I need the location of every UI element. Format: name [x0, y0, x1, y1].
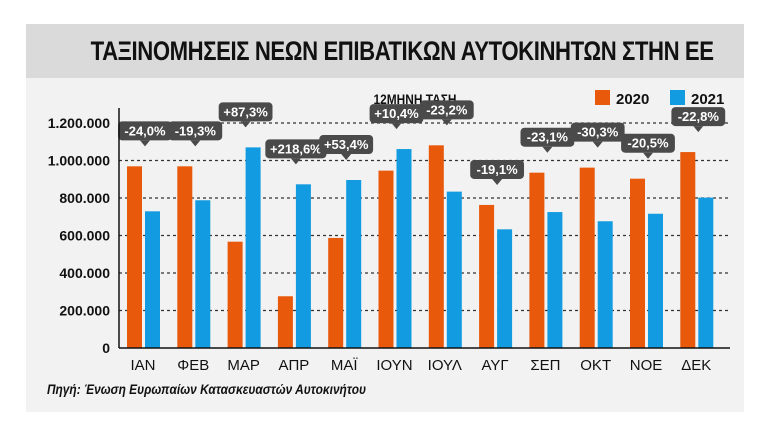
- change-label: -19,1%: [476, 162, 518, 177]
- bar-2021: [648, 213, 663, 348]
- change-label: +10,4%: [374, 106, 419, 121]
- title-bar: [26, 24, 744, 78]
- callout-pointer: [140, 140, 150, 147]
- y-tick-label: 600.000: [59, 228, 110, 244]
- bar-2021: [698, 197, 714, 348]
- y-tick-label: 1.000.000: [48, 153, 110, 169]
- legend-swatch-2020: [595, 90, 610, 105]
- change-label: +87,3%: [223, 104, 268, 119]
- bar-2021: [346, 180, 362, 348]
- change-callout: [118, 121, 172, 141]
- change-callout: [621, 133, 675, 153]
- bar-2021: [295, 184, 311, 348]
- y-tick-label: 1.200.000: [48, 115, 110, 131]
- change-label: -30,3%: [577, 125, 619, 140]
- callout-pointer: [290, 158, 301, 165]
- change-callout: [419, 100, 474, 120]
- legend-swatch-2021: [670, 90, 685, 105]
- change-callout: [218, 102, 273, 122]
- callout-pointer: [492, 178, 503, 185]
- bar-2021: [446, 191, 462, 348]
- change-label: -23,1%: [527, 130, 569, 145]
- bar-2021: [145, 211, 160, 348]
- x-tick-label: ΔΕΚ: [681, 357, 711, 374]
- legend-label-2021: 2021: [691, 91, 724, 108]
- change-callout: [470, 159, 524, 179]
- bar-2020: [630, 178, 645, 348]
- y-tick-label: 200.000: [59, 303, 110, 319]
- x-tick-label: ΑΠΡ: [278, 357, 309, 374]
- legend-label-2020: 2020: [616, 91, 649, 108]
- change-label: -20,5%: [627, 136, 669, 151]
- change-callout: [570, 122, 625, 142]
- bar-2020: [529, 172, 545, 348]
- y-tick-label: 400.000: [59, 265, 110, 281]
- callout-pointer: [391, 123, 402, 130]
- x-tick-label: ΟΚΤ: [580, 357, 611, 374]
- bar-2021: [497, 229, 513, 348]
- bar-2020: [680, 152, 696, 348]
- change-label: -24,0%: [124, 123, 166, 138]
- callout-pointer: [341, 154, 352, 160]
- callout-pointer: [643, 152, 653, 159]
- chart-title: ΤΑΞΙΝΟΜΗΣΕΙΣ ΝΕΩΝ ΕΠΙΒΑΤΙΚΩΝ ΑΥΤΟΚΙΝΗΤΩΝ…: [90, 36, 714, 66]
- bar-2020: [428, 145, 444, 348]
- y-tick-label: 0: [102, 340, 110, 356]
- bar-2020: [227, 241, 243, 348]
- change-callout: [520, 127, 575, 147]
- x-tick-label: ΝΟΕ: [630, 357, 663, 374]
- bar-2021: [396, 149, 412, 348]
- callout-pointer: [190, 140, 201, 147]
- x-tick-label: ΙΑΝ: [130, 357, 155, 374]
- source-note: Πηγή: Ένωση Ευρωπαίων Κατασκευαστών Αυτο…: [47, 381, 367, 397]
- change-callout: [369, 104, 424, 124]
- bar-2020: [328, 237, 344, 348]
- callout-pointer: [240, 121, 251, 128]
- x-tick-label: ΑΥΓ: [482, 357, 509, 374]
- x-tick-label: ΙΟΥΛ: [428, 357, 462, 374]
- bar-2020: [127, 166, 142, 348]
- change-label: +53,4%: [324, 137, 369, 152]
- callout-pointer: [441, 119, 452, 126]
- x-tick-label: ΦΕΒ: [177, 357, 209, 374]
- change-label: -23,2%: [426, 102, 468, 117]
- x-tick-label: ΙΟΥΝ: [376, 357, 412, 374]
- callout-pointer: [592, 141, 603, 148]
- bar-2021: [195, 200, 211, 348]
- bar-2021: [597, 221, 613, 348]
- bar-2021: [245, 147, 261, 348]
- bar-2020: [479, 204, 495, 348]
- change-label: -22,8%: [678, 109, 720, 124]
- change-callout: [671, 107, 726, 127]
- bar-2020: [277, 296, 293, 348]
- y-tick-label: 800.000: [59, 190, 110, 206]
- bar-2021: [547, 212, 563, 348]
- callout-pointer: [542, 146, 553, 153]
- change-label: -19,3%: [175, 123, 217, 138]
- change-callout: [168, 121, 223, 141]
- bar-2020: [378, 170, 394, 348]
- x-tick-label: ΜΑΪ: [331, 357, 359, 374]
- x-tick-label: ΜΑΡ: [227, 357, 260, 374]
- change-callout: [265, 139, 327, 159]
- bar-2020: [579, 167, 595, 348]
- x-tick-label: ΣΕΠ: [530, 357, 560, 374]
- bar-2020: [177, 166, 193, 348]
- callout-pointer: [693, 126, 704, 133]
- change-label: +218,6%: [270, 141, 322, 156]
- change-callout: [319, 135, 374, 154]
